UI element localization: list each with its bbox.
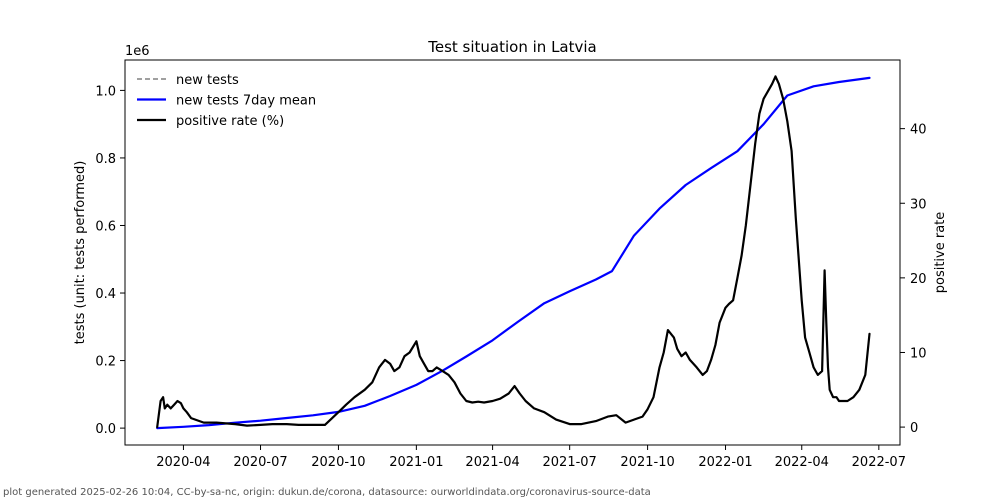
y-tick-label: 1.0 [95,84,116,99]
x-tick-label: 2021-07 [543,455,597,470]
series-lines [156,75,871,430]
x-tick-label: 2020-07 [233,455,287,470]
y-axis: 0.0 0.2 0.4 0.6 0.8 1.0 [95,84,125,437]
y2-tick-label: 0 [910,421,918,436]
y-tick-label: 0.6 [95,219,116,234]
positive-rate-line [156,75,871,429]
y2-tick-label: 20 [910,272,927,287]
y-tick-label: 0.8 [95,152,116,167]
x-tick-label: 2022-04 [775,455,829,470]
y2-tick-label: 10 [910,346,927,361]
y2-tick-label: 40 [910,123,927,138]
x-axis: 2020-04 2020-07 2020-10 2021-01 2021-04 2021-… [156,445,906,470]
x-tick-label: 2022-07 [852,455,906,470]
footer-note: plot generated 2025-02-26 10:04, CC-by-s… [3,487,651,498]
y-tick-label: 0.4 [95,287,116,302]
y-tick-label: 0.2 [95,355,116,370]
x-tick-label: 2021-04 [465,455,519,470]
plot-area [124,59,901,446]
x-tick-label: 2020-10 [311,455,365,470]
x-tick-label: 2021-10 [620,455,674,470]
y2-tick-label: 30 [910,197,927,212]
chart-title: Test situation in Latvia [427,38,596,56]
legend: new tests new tests 7day mean positive rat… [137,73,316,129]
tests-mean-line [156,76,871,430]
x-tick-label: 2020-04 [156,455,210,470]
y-axis-label: tests (unit: tests performed) [73,161,88,345]
legend-label: positive rate (%) [176,114,284,129]
x-tick-label: 2022-01 [698,455,752,470]
legend-label: new tests [176,73,239,88]
y2-axis-label: positive rate [933,212,948,294]
y2-axis: 0 10 20 30 40 [900,123,927,436]
legend-label: new tests 7day mean [176,94,316,109]
y-offset-label: 1e6 [125,44,150,59]
y-tick-label: 0.0 [95,422,116,437]
x-tick-label: 2021-01 [389,455,443,470]
